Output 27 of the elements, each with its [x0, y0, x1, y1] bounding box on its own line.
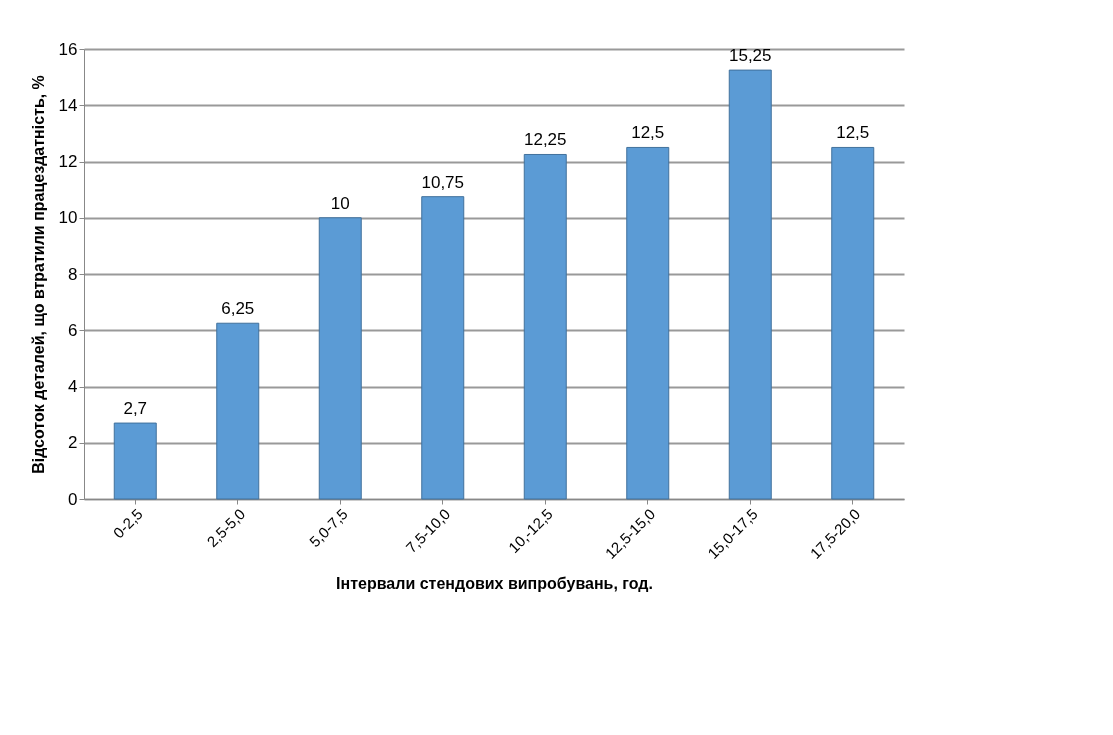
data-label: 10 — [330, 193, 350, 213]
bar — [421, 196, 465, 500]
y-tick-label: 2 — [68, 433, 78, 453]
bar — [113, 422, 157, 500]
y-tick-label: 0 — [68, 489, 78, 509]
y-tick-label: 8 — [68, 264, 78, 284]
data-label: 12,25 — [523, 130, 567, 150]
x-axis-title: Інтервали стендових випробувань, год. — [336, 574, 653, 592]
bar — [831, 146, 875, 500]
y-tick-label: 14 — [58, 95, 78, 115]
y-tick-label: 4 — [68, 377, 78, 396]
data-label: 12,5 — [631, 123, 665, 143]
bar — [523, 153, 567, 500]
bar — [216, 322, 260, 500]
y-axis-title: Відсоток деталей, що втратили працездатність, % — [29, 75, 47, 474]
y-tick-label: 6 — [68, 320, 78, 340]
data-label: 2,7 — [123, 399, 148, 419]
y-tick-label: 16 — [58, 39, 78, 59]
bar — [318, 217, 362, 500]
data-label: 12,5 — [836, 123, 870, 143]
y-tick-label: 12 — [58, 152, 78, 171]
data-label: 6,25 — [221, 299, 255, 319]
bar — [626, 146, 670, 500]
data-label: 15,25 — [728, 46, 772, 66]
y-tick-label: 10 — [58, 208, 78, 228]
bar — [728, 69, 772, 500]
data-label: 10,75 — [421, 172, 465, 192]
